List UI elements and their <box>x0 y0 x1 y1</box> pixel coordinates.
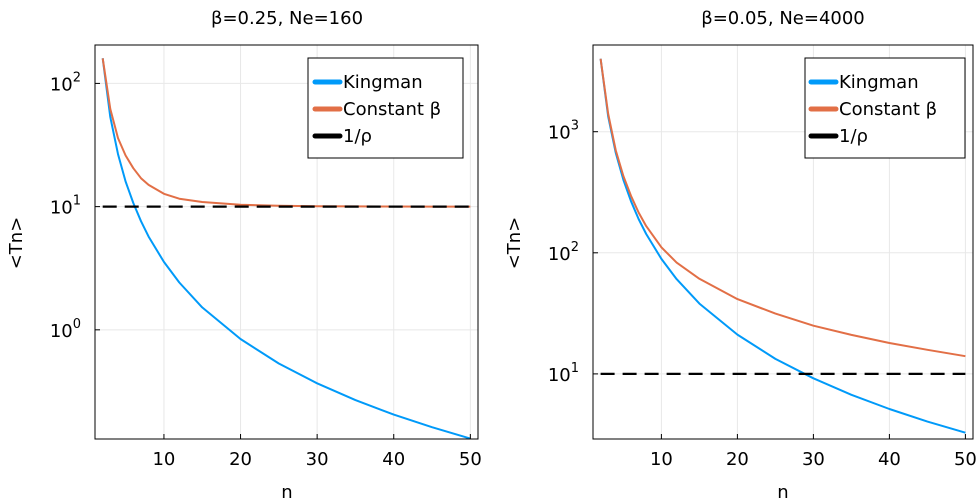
legend: Kingman Constant β 1/ρ <box>308 58 463 158</box>
x-axis-label: n <box>777 482 788 503</box>
panel-2: β=0.05, Ne=4000 n <Tn> 10 20 30 40 50 101 102 1… <box>504 8 977 503</box>
legend-label-kingman: Kingman <box>839 72 919 93</box>
y-tick-label: 102 <box>50 70 81 95</box>
y-tick-label: 103 <box>548 119 579 144</box>
x-tick-label: 20 <box>726 449 749 470</box>
legend-label-constant-beta: Constant β <box>343 99 441 120</box>
legend-label-inv-rho: 1/ρ <box>343 126 372 147</box>
y-tick-label: 101 <box>50 194 81 219</box>
x-tick-label: 30 <box>802 449 825 470</box>
x-tick-label: 20 <box>229 449 252 470</box>
y-axis-label: <Tn> <box>6 217 27 270</box>
legend-label-kingman: Kingman <box>343 72 423 93</box>
panel-1: β=0.25, Ne=160 n <Tn> 10 20 30 40 50 100 101 10… <box>6 8 482 503</box>
y-tick-label: 102 <box>548 240 579 265</box>
chart-title: β=0.25, Ne=160 <box>211 8 363 29</box>
y-axis-label: <Tn> <box>504 217 525 270</box>
x-tick-label: 30 <box>306 449 329 470</box>
x-tick-label: 50 <box>954 449 977 470</box>
x-axis-label: n <box>281 482 292 503</box>
y-tick-label: 100 <box>50 317 81 342</box>
y-tick-label: 101 <box>548 361 579 386</box>
x-tick-label: 10 <box>650 449 673 470</box>
x-tick-label: 40 <box>878 449 901 470</box>
x-tick-label: 50 <box>459 449 482 470</box>
x-tick-label: 10 <box>152 449 175 470</box>
chart-title: β=0.05, Ne=4000 <box>701 8 865 29</box>
legend: Kingman Constant β 1/ρ <box>805 58 965 158</box>
legend-label-inv-rho: 1/ρ <box>839 126 868 147</box>
legend-label-constant-beta: Constant β <box>839 99 937 120</box>
x-tick-label: 40 <box>382 449 405 470</box>
